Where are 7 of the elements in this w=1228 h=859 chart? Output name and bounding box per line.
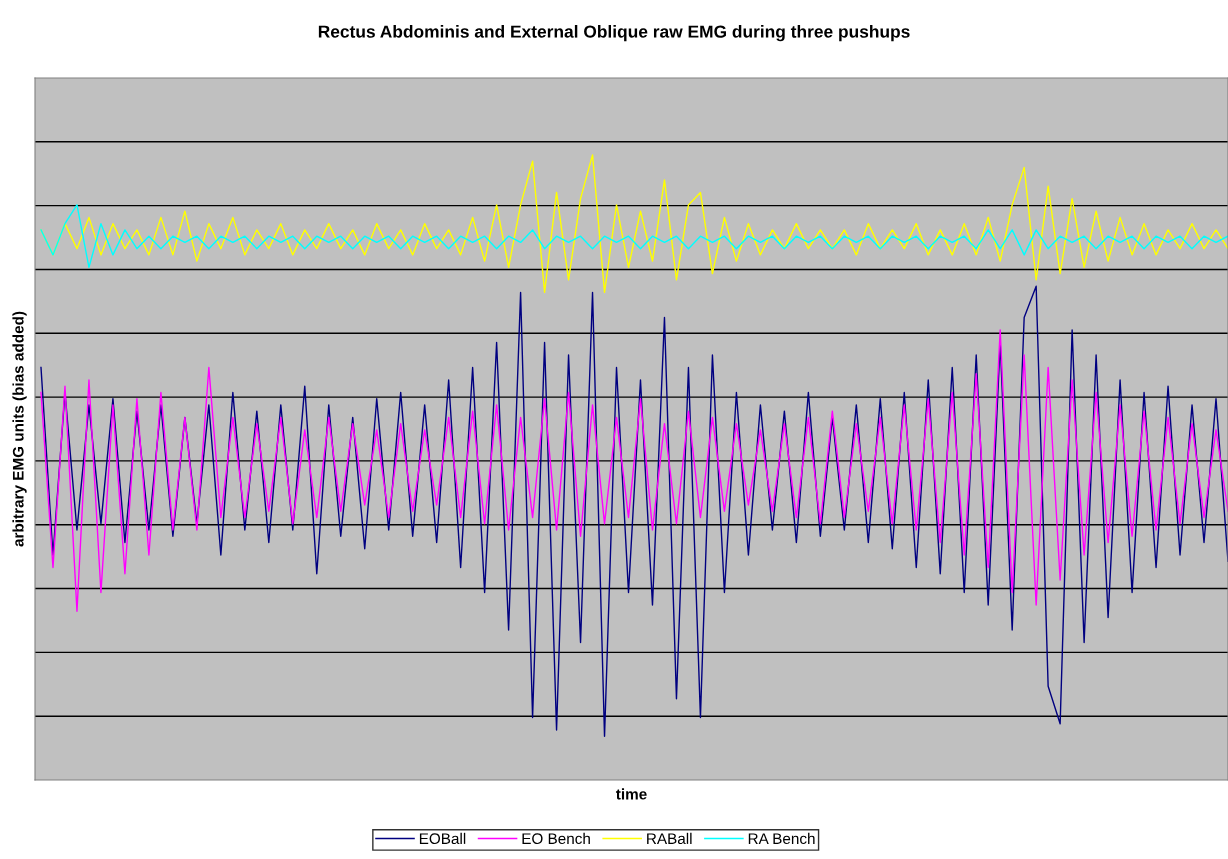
- legend-label: RABall: [647, 832, 692, 845]
- legend-label: EOBall: [419, 832, 466, 845]
- y-axis-title: arbitrary EMG units (bias added): [12, 311, 27, 547]
- legend-label: RA Bench: [748, 832, 815, 845]
- x-axis-title: time: [615, 788, 647, 800]
- chart-title: Rectus Abdominis and External Oblique raw EMG during three pushups: [318, 25, 910, 42]
- legend-label: EO Bench: [522, 832, 590, 845]
